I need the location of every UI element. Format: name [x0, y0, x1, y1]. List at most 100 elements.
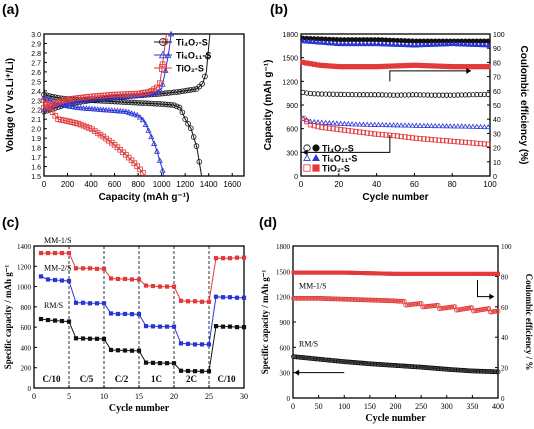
data-point [111, 91, 118, 98]
capacity-point [383, 362, 389, 368]
capacity-point [379, 132, 385, 138]
capacity-point [449, 367, 455, 373]
capacity-point [352, 297, 358, 302]
capacity-point [338, 358, 344, 364]
data-point [83, 123, 90, 130]
capacity-point [455, 92, 461, 98]
capacity-point [360, 360, 366, 366]
data-point [60, 117, 67, 124]
series-2 [41, 33, 169, 177]
data-point [91, 105, 98, 112]
legend-marker-efficiency [312, 144, 320, 152]
capacity-point [409, 135, 416, 141]
capacity-point [379, 121, 386, 128]
capacity-point [291, 295, 296, 301]
data-point [157, 284, 163, 289]
data-point [87, 301, 93, 306]
data-point [199, 342, 205, 347]
capacity-point [309, 356, 315, 361]
data-point [52, 112, 59, 119]
data-point [123, 91, 129, 97]
y-axis-c-tick-label: 1200 [17, 263, 32, 271]
capacity-point [470, 92, 476, 98]
data-point [44, 103, 50, 110]
capacity-point [360, 297, 366, 303]
legend-a: Ti₄O₇-S Ti₆O₁₁-S TiO₂-S [154, 38, 211, 74]
data-point [77, 94, 84, 101]
y-axis-right-b-tick-label: 0 [493, 174, 497, 181]
x-axis-c-tick-label: 5 [67, 392, 71, 401]
capacity-point [459, 92, 465, 98]
capacity-point [398, 363, 404, 369]
capacity-point [360, 129, 366, 136]
data-point [94, 130, 101, 136]
y-axis-title-right-b: Coulombic efficiency (%) [518, 46, 529, 165]
data-point [150, 283, 156, 289]
capacity-point [452, 367, 458, 373]
capacity-point [402, 122, 408, 128]
capacity-point [402, 92, 408, 98]
data-point [75, 95, 81, 101]
capacity-point [409, 122, 416, 128]
data-point [115, 311, 121, 317]
efficiency-point [315, 39, 321, 45]
y-axis-a-tick-label: 2.7 [31, 60, 41, 67]
data-point [66, 118, 73, 125]
capacity-point [389, 362, 395, 368]
data-point [80, 104, 87, 111]
capacity-point [303, 355, 309, 361]
data-point [148, 133, 155, 140]
y-axis-right-b-tick-label: 30 [493, 131, 501, 138]
data-point [73, 336, 79, 341]
x-axis-c-tick-label: 15 [135, 392, 143, 401]
data-point [108, 311, 114, 316]
capacity-point [322, 125, 329, 131]
capacity-point [300, 295, 306, 301]
capacity-point [469, 368, 475, 374]
capacity-point [406, 92, 412, 98]
data-point [77, 121, 84, 128]
capacity-point [432, 137, 438, 143]
series-name-label: MM-1/S [299, 281, 327, 290]
capacity-point [443, 138, 450, 144]
capacity-point [308, 295, 313, 301]
legend-marker [158, 50, 168, 59]
capacity-point [338, 91, 344, 97]
y-axis-c-tick-label: 400 [21, 344, 32, 352]
capacity-point [417, 364, 422, 370]
capacity-point [363, 297, 369, 303]
data-point [131, 99, 138, 106]
capacity-point [380, 298, 386, 303]
x-axis-a-tick-label: 600 [108, 180, 122, 189]
y-axis-title-c: Specific capacity / mAh g⁻¹ [3, 264, 13, 369]
data-point [168, 89, 174, 96]
data-point [66, 319, 72, 324]
series-line [40, 318, 244, 372]
data-point [150, 324, 156, 329]
data-point [156, 157, 163, 163]
data-point [88, 105, 96, 112]
capacity-point [366, 361, 372, 367]
y-axis-a-tick-label: 1.8 [31, 146, 41, 153]
capacity-point [477, 91, 484, 98]
data-point [114, 107, 121, 114]
efficiency-point [402, 41, 408, 48]
capacity-point [417, 92, 423, 98]
data-point [120, 91, 126, 98]
data-point [83, 105, 90, 111]
capacity-point [495, 369, 501, 375]
efficiency-point [307, 38, 314, 44]
capacity-point [364, 92, 370, 98]
arrow-left-b [306, 134, 391, 153]
efficiency-point [345, 40, 352, 47]
capacity-point [472, 368, 478, 374]
capacity-point [443, 123, 450, 129]
capacity-point [480, 368, 486, 374]
data-point [59, 278, 65, 283]
capacity-point [451, 138, 457, 145]
y-axis-left-d-tick-label: 0 [287, 395, 291, 403]
capacity-point [301, 295, 307, 301]
y-axis-a-tick-label: 2.3 [31, 98, 41, 105]
capacity-point [301, 355, 307, 361]
